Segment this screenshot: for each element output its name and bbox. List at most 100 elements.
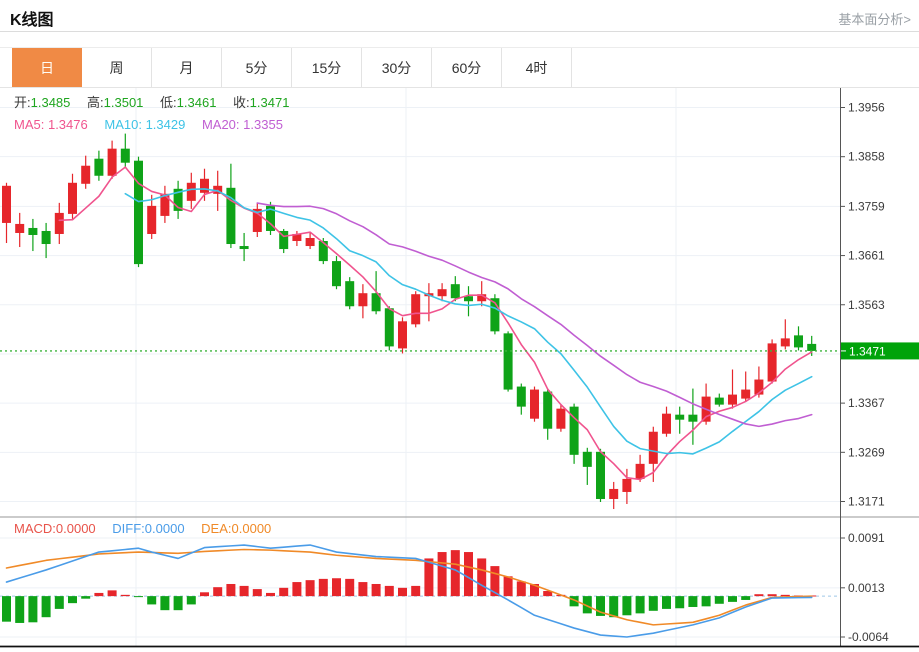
macd-bar [741, 596, 751, 600]
macd-bar [292, 582, 302, 597]
macd-bar [648, 596, 658, 611]
macd-bar [780, 594, 790, 597]
macd-bar [714, 596, 724, 604]
candle-body [675, 414, 685, 420]
candle-body [662, 413, 671, 434]
candle-body [648, 431, 658, 464]
macd-bar [318, 578, 328, 597]
macd-bar [398, 587, 407, 597]
macd-bar [450, 550, 460, 597]
candle-body [609, 488, 619, 499]
ma20-line [256, 202, 813, 428]
candle-body [714, 397, 724, 405]
candle-body [728, 394, 737, 405]
y-axis-tick-label: 1.3759 [848, 199, 885, 213]
macd-bar [200, 592, 209, 597]
ma5-line [58, 166, 813, 481]
tab-day[interactable]: 日 [12, 48, 82, 87]
candle-body [200, 178, 209, 193]
tab-15min[interactable]: 15分 [292, 48, 362, 87]
candle-body [490, 298, 500, 332]
candle-body [754, 379, 764, 395]
tab-4hour[interactable]: 4时 [502, 48, 572, 87]
y-axis-tick-label: 0.0091 [848, 531, 885, 545]
candle-body [358, 293, 368, 307]
macd-bar [424, 558, 434, 597]
macd-bar [345, 578, 355, 597]
candle-body [134, 160, 143, 265]
macd-bar [147, 596, 157, 605]
candle-body [120, 148, 130, 163]
candle-body [81, 165, 91, 184]
candle-body [384, 308, 394, 347]
macd-bar [411, 585, 421, 597]
candle-body [411, 294, 421, 325]
candle-body [569, 406, 579, 455]
tab-5min[interactable]: 5分 [222, 48, 292, 87]
candle-body [173, 188, 183, 211]
macd-bar [252, 589, 262, 597]
kline-macd-chart[interactable]: 1.3956 1.3858 1.3759 1.3661 1.3563 1.3367 1.32… [0, 88, 919, 652]
macd-bar [68, 596, 77, 604]
candle-body [186, 182, 196, 201]
candle-body [477, 294, 487, 302]
macd-bar [2, 596, 11, 622]
candle-body [292, 233, 302, 242]
macd-bar [107, 590, 117, 597]
tab-30min[interactable]: 30分 [362, 48, 432, 87]
y-axis-tick-label: 1.3367 [848, 396, 885, 410]
macd-bar [503, 576, 513, 597]
macd-bar [675, 596, 685, 609]
dea-line [5, 548, 813, 626]
candle-body [398, 321, 407, 349]
current-price-label: 1.3471 [849, 344, 886, 358]
candle-body [741, 389, 751, 399]
y-axis-tick-label: 1.3858 [848, 150, 885, 164]
candle-body [107, 148, 117, 176]
candle-body [2, 185, 11, 223]
candle-body [226, 187, 236, 245]
candle-body [596, 451, 605, 499]
y-axis-tick-label: 1.3661 [848, 249, 885, 263]
macd-bar [173, 596, 183, 611]
page-header: K线图 基本面分析> [0, 0, 919, 32]
macd-bar [226, 583, 236, 597]
candle-body [371, 293, 381, 312]
macd-bar [609, 596, 619, 618]
macd-bar [15, 596, 25, 623]
macd-bar [160, 596, 170, 611]
macd-bar [477, 558, 487, 597]
candle-body [28, 227, 38, 235]
macd-bar [635, 596, 645, 614]
macd-bar [81, 596, 91, 599]
fundamental-analysis-link[interactable]: 基本面分析> [838, 12, 911, 27]
macd-bar [94, 592, 104, 597]
macd-bar [582, 596, 592, 614]
macd-bar [134, 596, 143, 598]
tab-month[interactable]: 月 [152, 48, 222, 87]
tab-week[interactable]: 周 [82, 48, 152, 87]
macd-bar [662, 596, 671, 609]
candle-body [160, 193, 170, 216]
candle-body [794, 335, 803, 348]
macd-bar [358, 582, 368, 597]
candle-body [147, 205, 157, 234]
macd-bar [767, 594, 777, 597]
diff-line [5, 544, 813, 638]
candle-body [450, 284, 460, 299]
candle-body [530, 389, 539, 419]
macd-bar [490, 566, 500, 597]
macd-bar [701, 596, 711, 607]
tab-60min[interactable]: 60分 [432, 48, 502, 87]
macd-bar [41, 596, 51, 618]
candle-body [305, 237, 315, 247]
macd-bar [596, 596, 605, 616]
macd-bar [516, 581, 526, 597]
candle-body [622, 478, 632, 492]
macd-bar [543, 591, 553, 597]
macd-bar [186, 596, 196, 605]
candle-body [239, 246, 249, 250]
macd-bar [569, 596, 579, 607]
macd-bar [54, 596, 64, 609]
candle-body [767, 343, 777, 382]
